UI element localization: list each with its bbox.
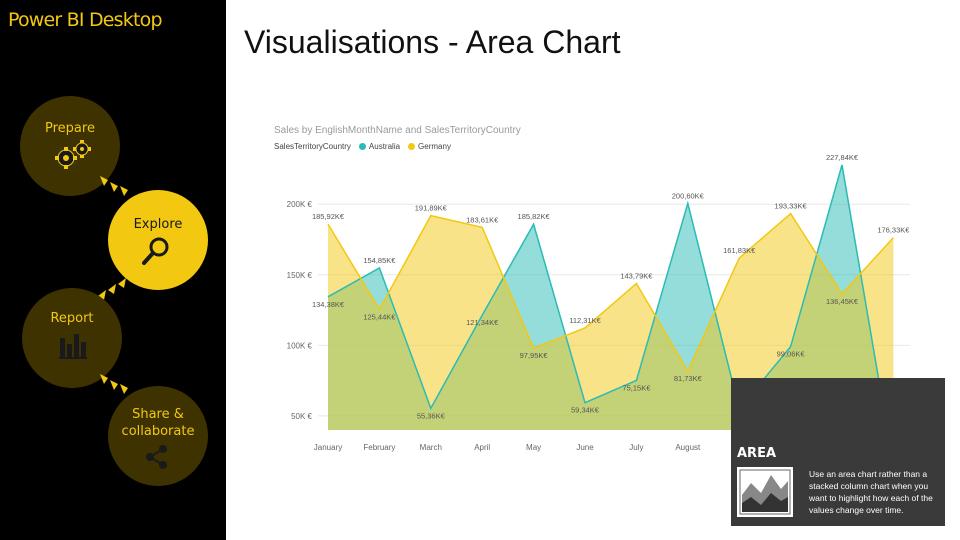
chart-plot: 50K € 100K € 150K € 200K € 134,38K€ 154,85K€ 5… (287, 153, 910, 458)
data-label: 99,06K€ (777, 350, 806, 359)
gears-icon (55, 140, 91, 169)
data-label: 200,60K€ (672, 191, 705, 200)
data-label: 227,84K€ (826, 153, 859, 162)
app-title: Power BI Desktop (8, 9, 163, 31)
data-label: 125,44K€ (363, 312, 396, 321)
data-label: 97,95K€ (520, 351, 549, 360)
line-germany (327, 212, 894, 373)
legend-label: Australia (368, 142, 401, 151)
legend-swatch (408, 143, 416, 150)
data-label: 161,83K€ (723, 246, 756, 255)
data-label: 134,38K€ (312, 300, 345, 309)
step-label: Explore (133, 217, 183, 232)
chart-title: Sales by EnglishMonthName and SalesTerri… (274, 125, 521, 136)
data-label: 143,79K€ (620, 272, 653, 281)
x-tick-label: July (629, 443, 643, 452)
x-tick-label: May (526, 443, 541, 452)
y-tick-label: 50K € (291, 412, 312, 421)
x-tick-label: June (576, 443, 594, 452)
step-explore[interactable]: Explore (108, 190, 208, 290)
step-label: Share & collaborate (121, 407, 195, 439)
legend-item-australia[interactable]: Australia (358, 142, 401, 151)
step-share[interactable]: Share & collaborate (108, 386, 208, 486)
y-tick-label: 200K € (287, 200, 313, 209)
line-australia (327, 164, 893, 458)
x-tick-label: February (363, 443, 395, 452)
chevron-arrows-icon (98, 278, 126, 300)
legend-label: Germany (418, 142, 451, 151)
data-label: 59,34K€ (571, 406, 600, 415)
data-label: 81,73K€ (674, 374, 703, 383)
chevron-arrows-icon (100, 176, 128, 196)
slide-title: Visualisations - Area Chart (244, 24, 621, 60)
data-label: 185,82K€ (518, 212, 551, 221)
data-label: 176,33K€ (877, 226, 910, 235)
step-label: Report (50, 311, 94, 326)
legend-swatch (358, 143, 366, 150)
x-tick-label: January (314, 443, 342, 452)
data-label: 193,33K€ (775, 202, 808, 211)
y-tick-label: 100K € (287, 341, 313, 350)
x-tick-label: August (675, 443, 701, 452)
legend-item-germany[interactable]: Germany (408, 142, 451, 151)
chart-legend: SalesTerritoryCountry Australia Germany (274, 142, 451, 151)
data-label: 136,45K€ (826, 297, 859, 306)
data-label: 185,92K€ (312, 212, 345, 221)
data-label: 121,34K€ (466, 318, 499, 327)
card-heading: AREA (737, 446, 777, 461)
sidebar: Power BI Desktop Prepare Explore (0, 0, 226, 540)
data-label: 154,85K€ (363, 256, 396, 265)
data-label: 183,61K€ (466, 215, 499, 224)
area-chart-visual[interactable]: Sales by EnglishMonthName and SalesTerri… (264, 118, 920, 458)
x-tick-label: April (474, 443, 490, 452)
bar-chart-icon (59, 334, 87, 359)
data-label: 55,36K€ (417, 411, 446, 420)
chevron-arrows-icon (100, 374, 128, 394)
area-germany (328, 213, 894, 430)
magnifier-icon (142, 237, 169, 265)
step-prepare[interactable]: Prepare (20, 96, 120, 196)
step-label: Prepare (45, 121, 95, 136)
share-icon (146, 445, 167, 469)
data-label: 191,89K€ (415, 204, 448, 213)
x-tick-label: March (420, 443, 442, 452)
legend-title: SalesTerritoryCountry (274, 142, 351, 151)
step-report[interactable]: Report (22, 288, 122, 388)
area-chart-icon (737, 467, 793, 517)
card-description: Use an area chart rather than a stacked … (809, 469, 933, 515)
data-label: 75,15K€ (622, 383, 651, 392)
data-label: 112,31K€ (569, 316, 601, 325)
area-info-card: AREA Use an area chart rather than a sta… (731, 378, 945, 526)
y-tick-label: 150K € (287, 271, 313, 280)
